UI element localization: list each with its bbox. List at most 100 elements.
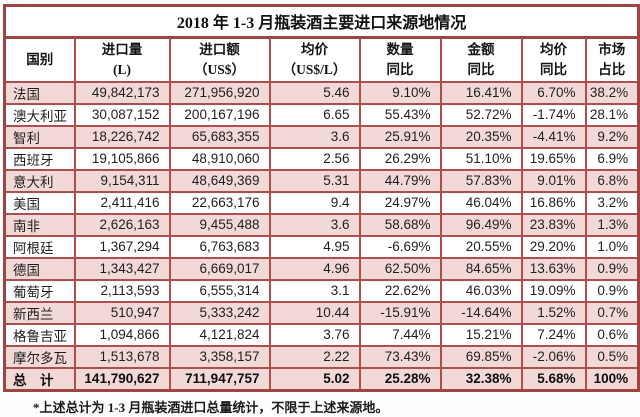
cell-market-share: 38.2% xyxy=(584,80,640,105)
cell-price-yoy: 6.70% xyxy=(520,80,587,105)
cell-import-value: 6,763,683 xyxy=(168,234,271,259)
cell-value-yoy: 46.04% xyxy=(439,190,523,215)
cell-price-yoy: -1.74% xyxy=(520,102,587,127)
column-header-line: 数量 xyxy=(386,42,414,58)
cell-import-volume: 1,513,678 xyxy=(73,344,171,369)
total-volume-yoy: 25.28% xyxy=(358,366,442,391)
cell-avg-price: 4.95 xyxy=(268,234,361,259)
cell-market-share: 0.6% xyxy=(584,322,640,347)
column-header-line: 同比 xyxy=(540,61,567,77)
cell-price-yoy: -4.41% xyxy=(520,124,587,149)
cell-country: 美国 xyxy=(3,190,76,215)
cell-avg-price: 5.31 xyxy=(268,168,361,193)
cell-country: 南非 xyxy=(3,212,76,237)
cell-import-value: 22,663,176 xyxy=(168,190,271,215)
table-row: 智利 18,226,742 65,683,355 3.6 25.91% 20.35% -4.… xyxy=(3,124,640,149)
cell-value-yoy: 84.65% xyxy=(439,256,523,281)
cell-avg-price: 9.4 xyxy=(268,190,361,215)
column-header-import-value: 进口额 （US$） xyxy=(168,36,271,83)
cell-import-volume: 1,367,294 xyxy=(73,234,171,259)
cell-value-yoy: 20.35% xyxy=(439,124,523,149)
column-header-line: 国别 xyxy=(26,51,54,67)
cell-import-volume: 2,113,593 xyxy=(73,278,171,303)
column-header-line: 金额 xyxy=(467,42,495,58)
cell-import-value: 271,956,920 xyxy=(168,80,271,105)
cell-country: 西班牙 xyxy=(3,146,76,171)
cell-volume-yoy: 26.29% xyxy=(358,146,442,171)
cell-value-yoy: 46.03% xyxy=(439,278,523,303)
cell-country: 阿根廷 xyxy=(3,234,76,259)
import-table: 2018 年 1-3 月瓶装酒主要进口来源地情况 国别 进口量 (L) 进口额 （US$… xyxy=(3,4,640,392)
cell-import-volume: 2,626,163 xyxy=(73,212,171,237)
cell-price-yoy: 13.63% xyxy=(520,256,587,281)
cell-import-volume: 2,411,416 xyxy=(73,190,171,215)
cell-import-volume: 9,154,311 xyxy=(73,168,171,193)
cell-avg-price: 3.76 xyxy=(268,322,361,347)
column-header-avg-price: 均价 （US$/L） xyxy=(268,36,361,83)
cell-country: 法国 xyxy=(3,80,76,105)
total-country: 总 计 xyxy=(3,366,76,391)
cell-value-yoy: 20.55% xyxy=(439,234,523,259)
column-header-line: 进口额 xyxy=(199,42,240,58)
cell-avg-price: 3.1 xyxy=(268,278,361,303)
cell-import-volume: 49,842,173 xyxy=(73,80,171,105)
cell-import-value: 48,910,060 xyxy=(168,146,271,171)
cell-price-yoy: 23.83% xyxy=(520,212,587,237)
cell-market-share: 1.0% xyxy=(584,234,640,259)
column-header-line: （US$/L） xyxy=(282,61,347,77)
table-row: 葡萄牙 2,113,593 6,555,314 3.1 22.62% 46.03% 19.0… xyxy=(3,278,640,303)
cell-market-share: 0.9% xyxy=(584,278,640,303)
cell-volume-yoy: 73.43% xyxy=(358,344,442,369)
table-row: 摩尔多瓦 1,513,678 3,358,157 2.22 73.43% 69.85% -2… xyxy=(3,344,640,369)
cell-market-share: 6.8% xyxy=(584,168,640,193)
cell-import-value: 4,121,824 xyxy=(168,322,271,347)
cell-volume-yoy: 55.43% xyxy=(358,102,442,127)
cell-volume-yoy: 22.62% xyxy=(358,278,442,303)
table-row: 阿根廷 1,367,294 6,763,683 4.95 -6.69% 20.55% 29.… xyxy=(3,234,640,259)
column-header-line: 进口量 xyxy=(101,42,143,58)
footnote: *上述总计为 1-3 月瓶装酒进口总量统计，不限于上述来源地。 xyxy=(33,399,389,415)
cell-avg-price: 3.6 xyxy=(268,212,361,237)
column-header-line: 市场 xyxy=(598,42,626,58)
total-import-volume: 141,790,627 xyxy=(73,366,171,391)
cell-import-volume: 19,105,866 xyxy=(73,146,171,171)
cell-country: 摩尔多瓦 xyxy=(3,344,76,369)
cell-volume-yoy: 7.44% xyxy=(358,322,442,347)
column-header-line: （US$） xyxy=(193,61,245,77)
column-header-line: (L) xyxy=(113,61,131,77)
table-title: 2018 年 1-3 月瓶装酒主要进口来源地情况 xyxy=(3,4,640,39)
column-header-line: 均价 xyxy=(301,42,328,58)
table-row: 法国 49,842,173 271,956,920 5.46 9.10% 16.41% 6.… xyxy=(3,80,640,105)
cell-value-yoy: -14.64% xyxy=(439,300,523,325)
cell-volume-yoy: 25.91% xyxy=(358,124,442,149)
cell-value-yoy: 57.83% xyxy=(439,168,523,193)
cell-volume-yoy: -6.69% xyxy=(358,234,442,259)
cell-market-share: 1.3% xyxy=(584,212,640,237)
cell-country: 意大利 xyxy=(3,168,76,193)
total-market-share: 100% xyxy=(584,366,640,391)
total-value-yoy: 32.38% xyxy=(439,366,523,391)
total-import-value: 711,947,757 xyxy=(168,366,271,391)
cell-volume-yoy: 44.79% xyxy=(358,168,442,193)
cell-avg-price: 5.46 xyxy=(268,80,361,105)
cell-import-value: 5,333,242 xyxy=(168,300,271,325)
cell-import-volume: 1,094,866 xyxy=(73,322,171,347)
column-header-line: 占比 xyxy=(598,61,626,77)
cell-price-yoy: 29.20% xyxy=(520,234,587,259)
total-row: 总 计 141,790,627 711,947,757 5.02 25.28% 32.38… xyxy=(3,366,640,391)
cell-import-volume: 1,343,427 xyxy=(73,256,171,281)
cell-import-value: 9,455,488 xyxy=(168,212,271,237)
column-header-value-yoy: 金额 同比 xyxy=(439,36,523,83)
cell-country: 德国 xyxy=(3,256,76,281)
cell-value-yoy: 96.49% xyxy=(439,212,523,237)
cell-import-value: 6,669,017 xyxy=(168,256,271,281)
cell-market-share: 3.2% xyxy=(584,190,640,215)
cell-volume-yoy: 24.97% xyxy=(358,190,442,215)
cell-import-volume: 510,947 xyxy=(73,300,171,325)
column-header-line: 均价 xyxy=(540,42,567,58)
cell-market-share: 0.5% xyxy=(584,344,640,369)
cell-country: 格鲁吉亚 xyxy=(3,322,76,347)
cell-import-volume: 18,226,742 xyxy=(73,124,171,149)
cell-price-yoy: 9.01% xyxy=(520,168,587,193)
